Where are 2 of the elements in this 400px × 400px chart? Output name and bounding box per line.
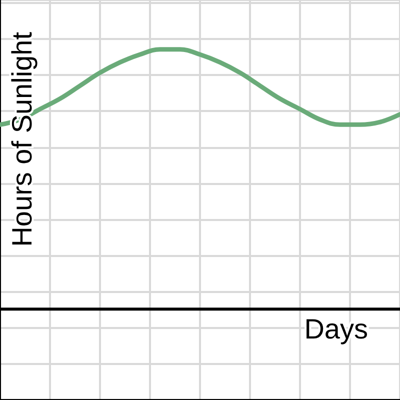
y-axis-title: Hours of Sunlight <box>6 32 38 247</box>
x-axis-title: Days <box>304 314 368 344</box>
